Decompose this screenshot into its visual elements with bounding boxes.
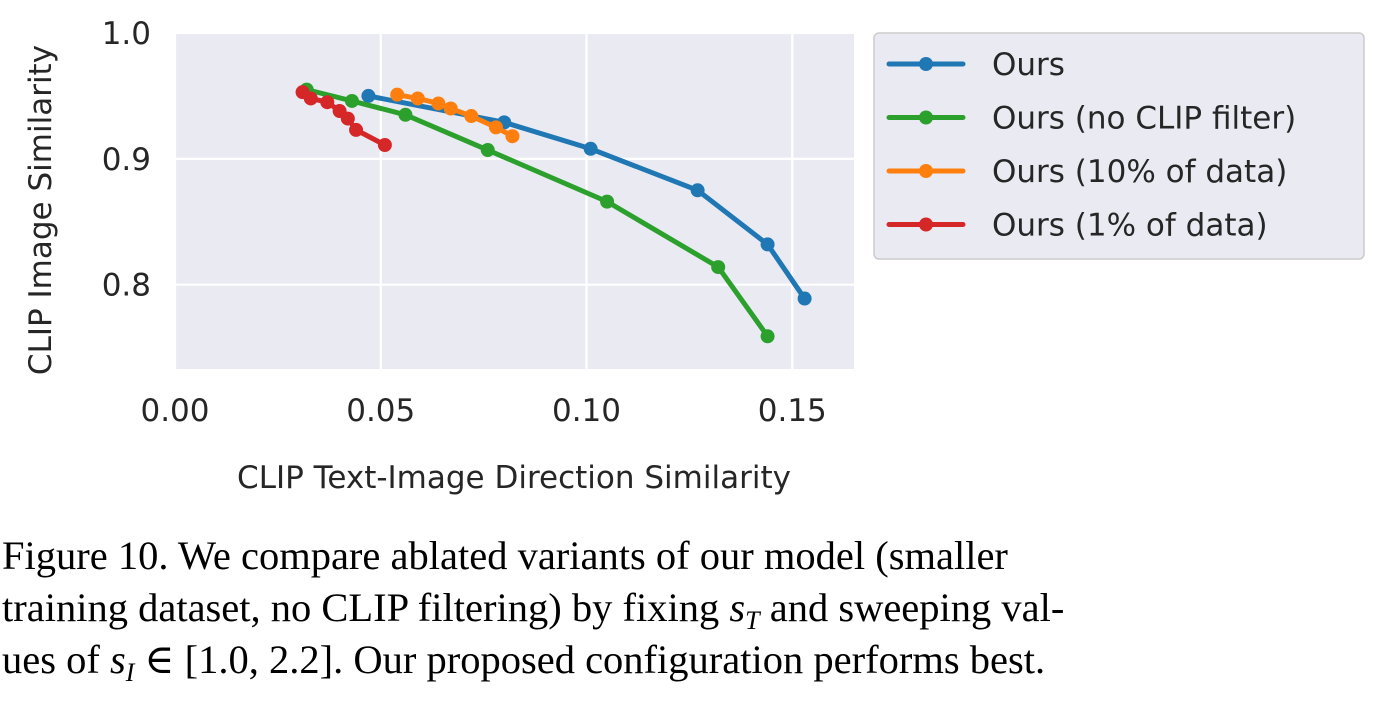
math-s: s bbox=[729, 585, 746, 630]
x-tick-label: 0.10 bbox=[552, 393, 621, 429]
x-tick-label: 0.15 bbox=[758, 393, 827, 429]
data-point bbox=[583, 141, 598, 156]
chart: 0.00 0.05 0.10 0.15 0.8 0.9 1.0 CLIP Text-Ima… bbox=[23, 16, 1365, 496]
figure-caption: Figure 10. We compare ablated variants o… bbox=[2, 530, 1392, 686]
data-point bbox=[349, 122, 364, 137]
legend-marker bbox=[919, 110, 933, 125]
legend-label: Ours bbox=[992, 47, 1065, 83]
math-subscript-t: T bbox=[745, 606, 760, 635]
x-tick-label: 0.05 bbox=[346, 393, 415, 429]
math-subscript-i: I bbox=[125, 658, 135, 687]
y-tick-label: 0.8 bbox=[102, 268, 151, 304]
plot-area bbox=[175, 33, 854, 369]
data-point bbox=[443, 101, 458, 116]
data-point bbox=[344, 93, 359, 108]
legend-item: Ours bbox=[886, 47, 1065, 83]
data-point bbox=[600, 194, 615, 209]
legend-marker bbox=[919, 217, 933, 232]
data-point bbox=[488, 120, 503, 135]
data-point bbox=[480, 143, 495, 158]
data-point bbox=[797, 291, 812, 306]
data-point bbox=[760, 329, 775, 344]
gridlines bbox=[173, 31, 854, 369]
y-axis-ticks: 0.8 0.9 1.0 bbox=[102, 16, 151, 304]
legend-box bbox=[873, 32, 1365, 260]
data-series bbox=[295, 82, 812, 344]
legend: Ours Ours (no CLIP filter) Ours (10% of da… bbox=[873, 32, 1365, 260]
caption-line-3: ues of sI ∈ [1.0, 2.2]. Our proposed con… bbox=[2, 634, 1392, 686]
series-2 bbox=[390, 87, 520, 144]
data-point bbox=[505, 129, 520, 144]
x-tick-label: 0.00 bbox=[140, 393, 209, 429]
caption-text: ues of bbox=[2, 637, 110, 682]
data-point bbox=[361, 88, 376, 103]
data-point bbox=[303, 91, 318, 106]
legend-item: Ours (1% of data) bbox=[886, 208, 1268, 244]
series-line bbox=[365, 93, 808, 302]
data-point bbox=[410, 91, 425, 106]
series-3 bbox=[295, 85, 392, 152]
series-1 bbox=[299, 82, 775, 344]
caption-line-1: Figure 10. We compare ablated variants o… bbox=[2, 533, 1008, 578]
x-axis-ticks: 0.00 0.05 0.10 0.15 bbox=[140, 393, 826, 429]
legend-item: Ours (10% of data) bbox=[886, 154, 1287, 190]
data-point bbox=[377, 138, 392, 152]
legend-label: Ours (10% of data) bbox=[992, 154, 1287, 190]
y-tick-label: 0.9 bbox=[102, 142, 151, 178]
caption-text: training dataset, no CLIP filtering) by … bbox=[2, 585, 730, 630]
data-point bbox=[398, 107, 413, 122]
caption-text: ∈ [1.0, 2.2]. Our proposed configuration… bbox=[134, 637, 1046, 682]
data-point bbox=[340, 111, 355, 126]
legend-marker bbox=[919, 164, 933, 178]
y-tick-label: 1.0 bbox=[102, 16, 151, 52]
legend-marker bbox=[919, 57, 933, 71]
legend-label: Ours (1% of data) bbox=[992, 208, 1268, 244]
data-point bbox=[320, 95, 335, 110]
data-point bbox=[464, 109, 479, 124]
y-axis-label: CLIP Image Similarity bbox=[23, 45, 59, 375]
data-point bbox=[711, 260, 726, 275]
data-point bbox=[431, 96, 446, 111]
data-point bbox=[390, 87, 405, 102]
caption-line-2: training dataset, no CLIP filtering) by … bbox=[2, 582, 1392, 634]
caption-text: and sweeping val- bbox=[759, 585, 1065, 630]
data-point bbox=[760, 237, 775, 252]
legend-item: Ours (no CLIP filter) bbox=[886, 101, 1296, 137]
x-axis-label: CLIP Text-Image Direction Similarity bbox=[237, 460, 791, 496]
legend-label: Ours (no CLIP filter) bbox=[992, 101, 1296, 137]
math-s: s bbox=[109, 637, 126, 682]
data-point bbox=[690, 183, 705, 198]
